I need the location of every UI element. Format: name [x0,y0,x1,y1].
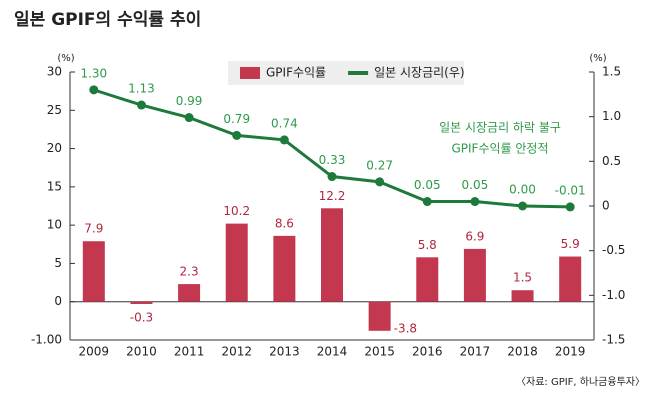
x-tick-label: 2011 [174,345,205,359]
line-point [184,113,194,123]
bar-value-label: 8.6 [275,216,294,230]
line-value-label: 0.05 [414,178,441,192]
x-tick-label: 2010 [126,345,157,359]
bar-value-label: 12.2 [319,189,346,203]
bar-value-label: 5.8 [418,238,437,252]
annotation: GPIF수익률 안정적 [451,142,548,156]
bar-value-label: 10.2 [223,204,250,218]
line-point [232,130,242,140]
line-value-label: 0.99 [176,94,203,108]
bar [321,208,343,302]
y2-tick-label: -0.5 [602,243,625,257]
x-tick-label: 2017 [460,345,491,359]
y-tick-label: 5 [54,256,62,270]
chart-title: 일본 GPIF의 수익률 추이 [14,10,201,30]
line-value-label: 0.27 [366,158,393,172]
bar [130,301,153,305]
y-tick-label: 10 [47,218,62,232]
source: 〈자료: GPIF, 하나금융투자〉 [516,375,645,388]
bar-value-label: 6.9 [465,229,484,243]
bar [82,241,105,302]
line-value-label: 0.00 [509,183,536,197]
y2-tick-label: 1.5 [602,65,621,79]
x-tick-label: 2014 [317,345,348,359]
x-tick-label: 2013 [269,345,300,359]
x-tick-label: 2018 [507,345,538,359]
line-point [565,202,575,212]
line-value-label: 0.05 [462,178,489,192]
line-value-label: 1.30 [80,66,107,80]
y-tick-label: 0 [54,294,62,308]
bar [511,290,534,302]
y2-tick-label: -1.0 [602,288,625,302]
y2-unit: (%) [589,53,606,64]
bar [225,223,248,302]
line-value-label: 1.13 [128,82,155,96]
bar [273,235,296,302]
y2-tick-label: 1.0 [602,109,621,123]
x-tick-label: 2009 [79,345,110,359]
legend-swatch [240,67,260,79]
line-value-label: 0.74 [271,116,298,130]
y-tick-label: -1.00 [31,333,62,347]
line-point [375,177,385,187]
line-point [89,85,99,95]
line-value-label: 0.79 [223,112,250,126]
bar-value-label: 7.9 [84,222,103,236]
bar-value-label: 5.9 [561,237,580,251]
legend-label: GPIF수익률 [266,66,326,80]
y-tick-label: 15 [47,179,62,193]
bar [178,284,201,302]
line-point [422,197,432,207]
line-point [470,197,480,207]
legend-box [228,61,464,85]
annotation: 일본 시장금리 하락 불구 [439,121,561,135]
bar-value-label: 2.3 [180,265,199,279]
x-tick-label: 2016 [412,345,443,359]
y-tick-label: 25 [47,103,62,117]
bar [416,257,439,302]
bar [368,301,391,331]
bar-value-label: 1.5 [513,271,532,285]
y2-tick-label: 0 [602,199,610,213]
line-point [327,172,337,182]
y-tick-label: 30 [47,65,62,79]
bar [559,256,582,302]
x-tick-label: 2012 [221,345,252,359]
y2-tick-label: -1.5 [602,333,625,347]
y2-tick-label: 0.5 [602,154,621,168]
bar [463,248,486,302]
x-tick-label: 2019 [555,345,586,359]
x-tick-label: 2015 [364,345,395,359]
line-value-label: 0.33 [319,153,346,167]
line-point [279,135,289,145]
y-unit: (%) [57,53,74,64]
bar-value-label: -3.8 [394,321,417,335]
bar-value-label: -0.3 [130,311,153,325]
y-tick-label: 20 [47,141,62,155]
line-point [136,100,146,110]
line-point [518,201,528,211]
line-value-label: -0.01 [555,183,586,197]
legend-label: 일본 시장금리(우) [374,66,464,80]
